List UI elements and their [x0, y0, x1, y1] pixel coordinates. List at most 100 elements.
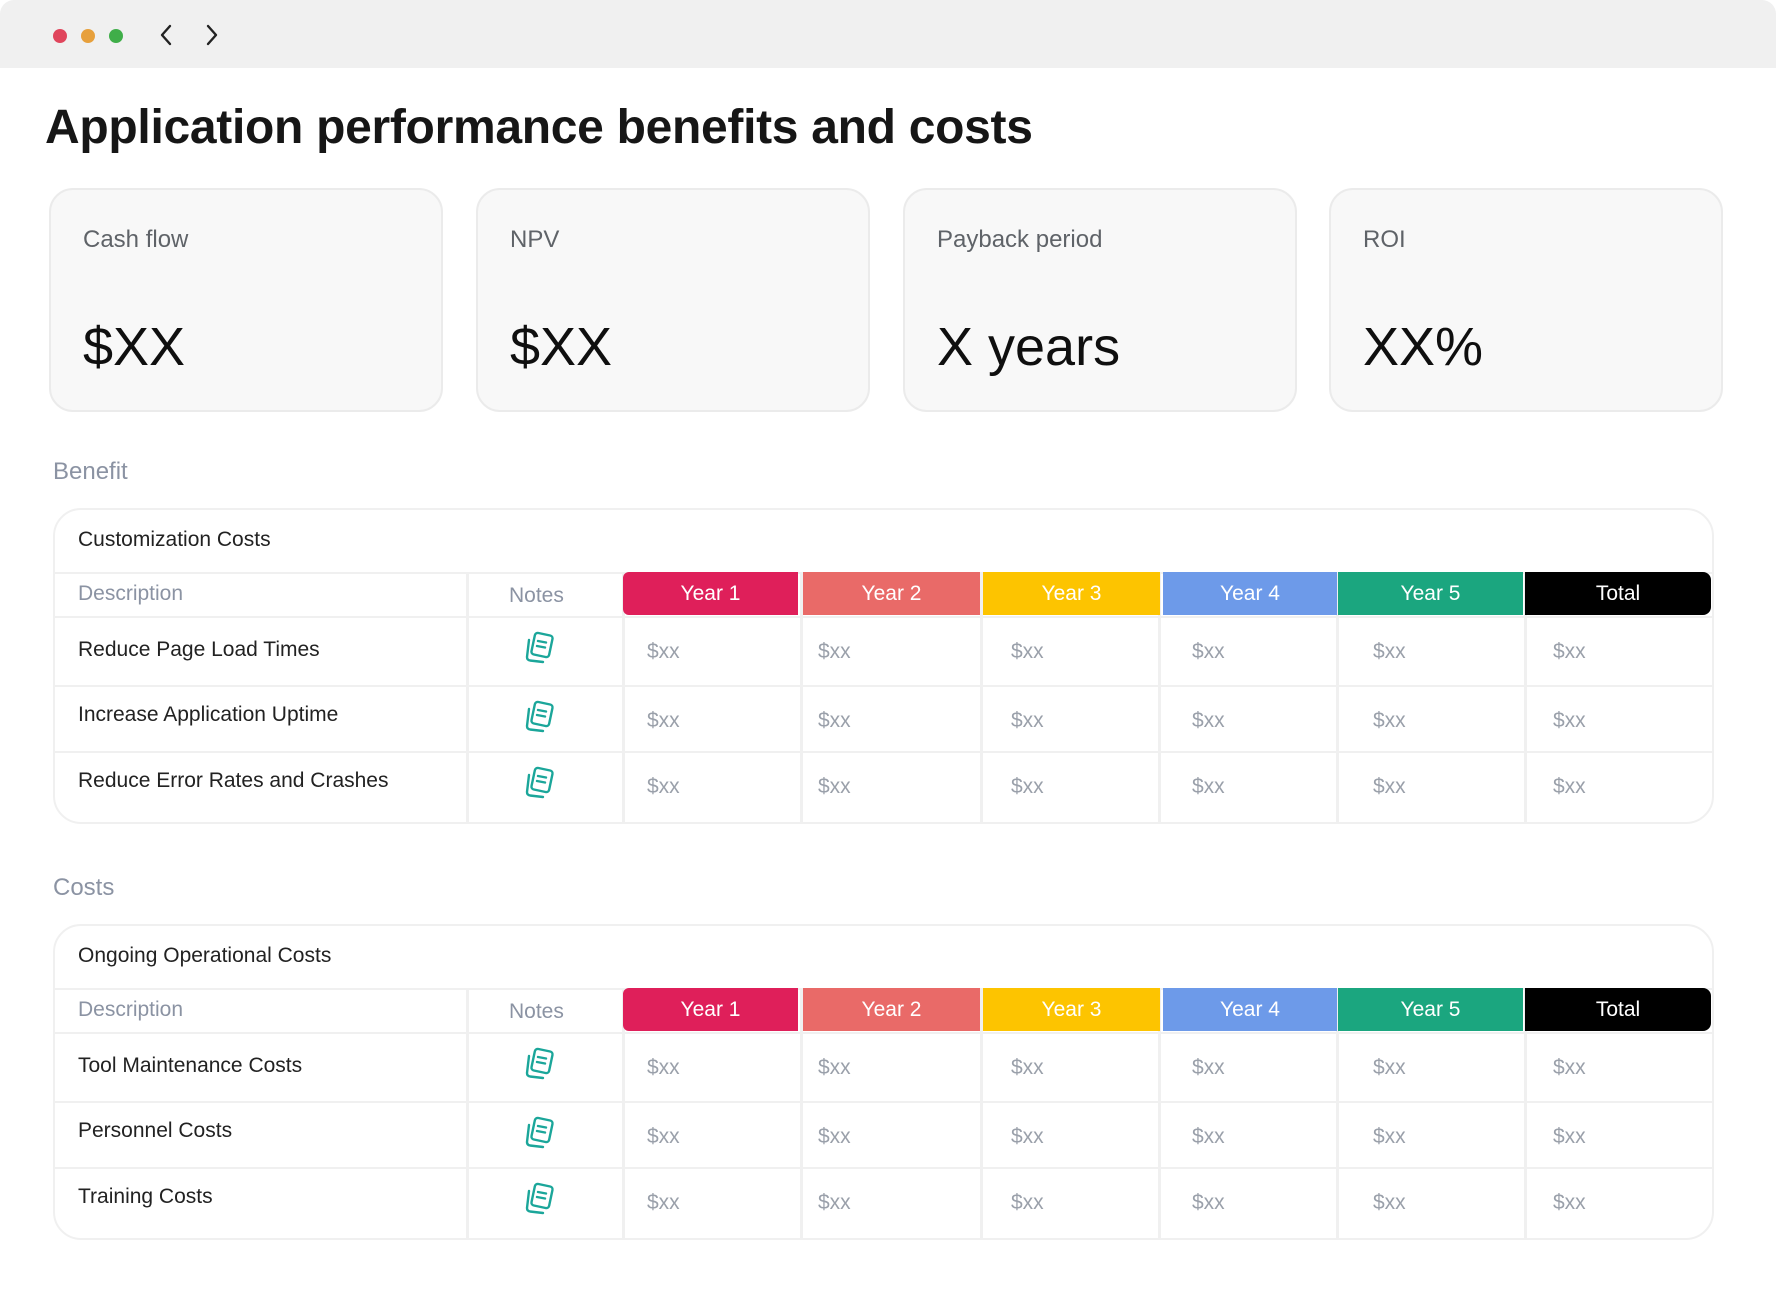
year-3-header: Year 3	[983, 988, 1160, 1031]
column-divider	[1524, 572, 1527, 822]
value-cell[interactable]: $xx	[1553, 1056, 1586, 1079]
kpi-card-payback-period: Payback period X years	[903, 188, 1297, 412]
notes-icon[interactable]	[521, 1181, 557, 1217]
back-button[interactable]	[153, 22, 179, 48]
year-1-header: Year 1	[623, 988, 798, 1031]
value-cell[interactable]: $xx	[1011, 709, 1044, 732]
column-divider	[980, 572, 983, 822]
benefit-table: Customization Costs Description Notes Year …	[53, 508, 1714, 824]
value-cell[interactable]: $xx	[1011, 1056, 1044, 1079]
value-cell[interactable]: $xx	[1553, 640, 1586, 663]
notes-icon[interactable]	[521, 1115, 557, 1151]
value-cell[interactable]: $xx	[818, 1191, 851, 1214]
chevron-left-icon	[160, 24, 172, 46]
column-divider	[466, 988, 469, 1238]
notes-icon[interactable]	[521, 765, 557, 801]
notes-icon[interactable]	[521, 630, 557, 666]
column-divider	[1158, 572, 1161, 822]
table-row: Training Costs $xx $xx $xx $xx $xx $xx	[55, 1167, 1712, 1235]
minimize-window-button[interactable]	[81, 29, 95, 43]
value-cell[interactable]: $xx	[1373, 1191, 1406, 1214]
value-cell[interactable]: $xx	[818, 640, 851, 663]
value-cell[interactable]: $xx	[1192, 1125, 1225, 1148]
column-divider	[980, 988, 983, 1238]
value-cell[interactable]: $xx	[1373, 1125, 1406, 1148]
row-description: Personnel Costs	[78, 1119, 233, 1142]
row-divider	[55, 1032, 1712, 1034]
value-cell[interactable]: $xx	[1553, 1191, 1586, 1214]
year-2-header: Year 2	[803, 988, 980, 1031]
year-1-header: Year 1	[623, 572, 798, 615]
value-cell[interactable]: $xx	[647, 640, 680, 663]
value-cell[interactable]: $xx	[647, 1056, 680, 1079]
value-cell[interactable]: $xx	[1192, 1191, 1225, 1214]
kpi-label: ROI	[1363, 226, 1406, 253]
page-title: Application performance benefits and cos…	[45, 101, 1033, 154]
kpi-value: $XX	[510, 317, 613, 377]
table-row: Personnel Costs $xx $xx $xx $xx $xx $xx	[55, 1101, 1712, 1169]
value-cell[interactable]: $xx	[818, 709, 851, 732]
kpi-value: $XX	[83, 317, 186, 377]
row-description: Increase Application Uptime	[78, 703, 339, 726]
kpi-label: Cash flow	[83, 226, 189, 253]
description-header: Description	[78, 998, 184, 1021]
column-divider	[800, 572, 803, 822]
value-cell[interactable]: $xx	[647, 775, 680, 798]
row-description: Reduce Page Load Times	[78, 638, 320, 661]
row-description: Tool Maintenance Costs	[78, 1054, 303, 1077]
value-cell[interactable]: $xx	[1192, 775, 1225, 798]
column-divider	[1336, 988, 1339, 1238]
notes-header: Notes	[509, 584, 564, 607]
value-cell[interactable]: $xx	[647, 1125, 680, 1148]
value-cell[interactable]: $xx	[818, 1125, 851, 1148]
column-divider	[1158, 988, 1161, 1238]
value-cell[interactable]: $xx	[647, 1191, 680, 1214]
row-divider	[55, 685, 1712, 687]
value-cell[interactable]: $xx	[1192, 640, 1225, 663]
value-cell[interactable]: $xx	[1192, 1056, 1225, 1079]
value-cell[interactable]: $xx	[818, 775, 851, 798]
value-cell[interactable]: $xx	[1011, 1191, 1044, 1214]
value-cell[interactable]: $xx	[1373, 640, 1406, 663]
kpi-value: XX%	[1363, 317, 1484, 377]
value-cell[interactable]: $xx	[1011, 1125, 1044, 1148]
notes-icon[interactable]	[521, 1046, 557, 1082]
value-cell[interactable]: $xx	[818, 1056, 851, 1079]
year-5-header: Year 5	[1338, 572, 1523, 615]
value-cell[interactable]: $xx	[1011, 775, 1044, 798]
value-cell[interactable]: $xx	[1373, 709, 1406, 732]
table-row: Reduce Error Rates and Crashes $xx $xx $xx $…	[55, 751, 1712, 819]
value-cell[interactable]: $xx	[1192, 709, 1225, 732]
row-divider	[55, 1101, 1712, 1103]
year-4-header: Year 4	[1163, 572, 1337, 615]
table-row: Increase Application Uptime $xx $xx $xx $xx $…	[55, 685, 1712, 753]
row-divider	[55, 751, 1712, 753]
value-cell[interactable]: $xx	[1553, 1125, 1586, 1148]
value-cell[interactable]: $xx	[1553, 775, 1586, 798]
year-5-header: Year 5	[1338, 988, 1523, 1031]
column-divider	[622, 572, 625, 822]
row-divider	[55, 616, 1712, 618]
total-header: Total	[1525, 572, 1711, 615]
table-row: Tool Maintenance Costs $xx $xx $xx $xx $xx $xx	[55, 1032, 1712, 1100]
row-description: Reduce Error Rates and Crashes	[78, 769, 389, 792]
value-cell[interactable]: $xx	[1373, 775, 1406, 798]
table-title: Ongoing Operational Costs	[78, 944, 332, 967]
value-cell[interactable]: $xx	[647, 709, 680, 732]
notes-icon[interactable]	[521, 699, 557, 735]
table-title: Customization Costs	[78, 528, 271, 551]
value-cell[interactable]: $xx	[1373, 1056, 1406, 1079]
row-divider	[55, 1167, 1712, 1169]
close-window-button[interactable]	[53, 29, 67, 43]
year-3-header: Year 3	[983, 572, 1160, 615]
maximize-window-button[interactable]	[109, 29, 123, 43]
title-bar	[0, 0, 1776, 68]
chevron-right-icon	[206, 24, 218, 46]
section-label-costs: Costs	[53, 874, 115, 901]
forward-button[interactable]	[199, 22, 225, 48]
value-cell[interactable]: $xx	[1553, 709, 1586, 732]
value-cell[interactable]: $xx	[1011, 640, 1044, 663]
total-header: Total	[1525, 988, 1711, 1031]
year-2-header: Year 2	[803, 572, 980, 615]
